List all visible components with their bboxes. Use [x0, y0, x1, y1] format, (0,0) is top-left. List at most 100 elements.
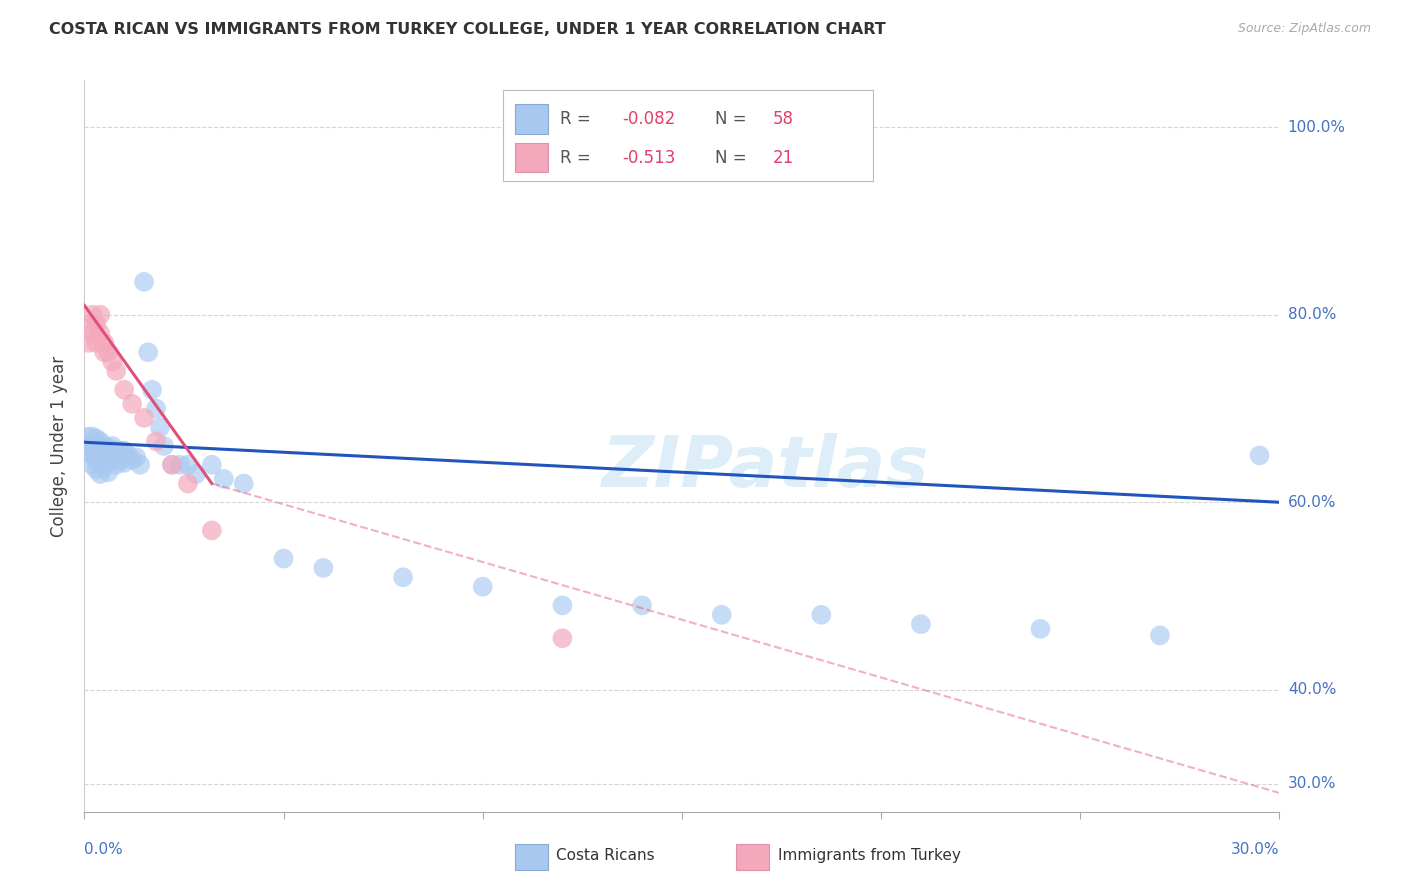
Point — [105, 458, 128, 472]
Point — [97, 465, 120, 479]
Point — [392, 570, 415, 584]
FancyBboxPatch shape — [515, 144, 548, 172]
Point — [105, 443, 128, 458]
Point — [1149, 628, 1171, 642]
Text: Costa Ricans: Costa Ricans — [557, 848, 655, 863]
Text: 0.0%: 0.0% — [84, 842, 124, 857]
Point — [86, 317, 108, 331]
Point — [132, 275, 156, 289]
Point — [551, 599, 574, 613]
Point — [86, 335, 108, 350]
Point — [312, 561, 335, 575]
Point — [201, 458, 224, 472]
Point — [132, 410, 156, 425]
Point — [1029, 622, 1052, 636]
Text: 21: 21 — [773, 149, 794, 167]
Text: 40.0%: 40.0% — [1288, 682, 1336, 698]
Point — [169, 458, 191, 472]
Point — [101, 450, 124, 465]
Point — [125, 450, 148, 465]
Point — [77, 443, 100, 458]
Point — [86, 432, 108, 446]
Y-axis label: College, Under 1 year: College, Under 1 year — [51, 355, 69, 537]
Point — [101, 439, 124, 453]
Point — [93, 345, 115, 359]
Text: 30.0%: 30.0% — [1232, 842, 1279, 857]
Point — [97, 345, 120, 359]
Point — [86, 462, 108, 476]
Point — [93, 459, 115, 474]
Point — [89, 326, 111, 341]
Text: -0.082: -0.082 — [621, 110, 675, 128]
Point — [212, 472, 235, 486]
Point — [77, 439, 100, 453]
Point — [86, 443, 108, 458]
FancyBboxPatch shape — [503, 90, 873, 181]
Text: 80.0%: 80.0% — [1288, 307, 1336, 322]
Point — [1249, 449, 1271, 463]
Point — [177, 476, 200, 491]
Point — [110, 453, 132, 467]
Point — [110, 443, 132, 458]
Point — [82, 326, 104, 341]
Point — [89, 434, 111, 449]
Text: -0.513: -0.513 — [621, 149, 675, 167]
Point — [105, 364, 128, 378]
FancyBboxPatch shape — [735, 844, 769, 871]
Text: Immigrants from Turkey: Immigrants from Turkey — [778, 848, 960, 863]
Point — [631, 599, 654, 613]
Point — [160, 458, 183, 472]
Point — [89, 453, 111, 467]
Point — [89, 441, 111, 455]
Point — [810, 607, 832, 622]
Point — [121, 453, 143, 467]
Point — [145, 401, 167, 416]
Point — [129, 458, 152, 472]
Text: COSTA RICAN VS IMMIGRANTS FROM TURKEY COLLEGE, UNDER 1 YEAR CORRELATION CHART: COSTA RICAN VS IMMIGRANTS FROM TURKEY CO… — [49, 22, 886, 37]
Point — [97, 453, 120, 467]
Point — [121, 397, 143, 411]
Point — [112, 456, 135, 470]
Point — [910, 617, 932, 632]
Point — [153, 439, 176, 453]
Point — [82, 449, 104, 463]
Point — [97, 441, 120, 455]
Text: N =: N = — [716, 149, 752, 167]
Point — [101, 354, 124, 368]
Point — [710, 607, 733, 622]
Point — [112, 383, 135, 397]
Text: N =: N = — [716, 110, 752, 128]
Text: 58: 58 — [773, 110, 794, 128]
Point — [471, 580, 494, 594]
Point — [93, 335, 115, 350]
Point — [93, 439, 115, 453]
Text: R =: R = — [560, 149, 596, 167]
Point — [136, 345, 159, 359]
Point — [141, 383, 163, 397]
Point — [89, 467, 111, 482]
Point — [86, 453, 108, 467]
Text: 60.0%: 60.0% — [1288, 495, 1336, 509]
Point — [82, 439, 104, 453]
Text: Source: ZipAtlas.com: Source: ZipAtlas.com — [1237, 22, 1371, 36]
Text: R =: R = — [560, 110, 596, 128]
Point — [177, 458, 200, 472]
FancyBboxPatch shape — [515, 104, 548, 134]
Point — [89, 308, 111, 322]
Point — [184, 467, 207, 482]
Point — [117, 449, 139, 463]
Point — [232, 476, 254, 491]
Point — [77, 335, 100, 350]
Point — [149, 420, 172, 434]
Point — [82, 458, 104, 472]
Point — [160, 458, 183, 472]
Text: 100.0%: 100.0% — [1288, 120, 1346, 135]
Text: ZIPatlas: ZIPatlas — [602, 434, 929, 502]
Point — [77, 429, 100, 443]
Point — [82, 308, 104, 322]
Point — [145, 434, 167, 449]
Point — [273, 551, 295, 566]
Point — [77, 317, 100, 331]
Point — [93, 450, 115, 465]
Point — [82, 429, 104, 443]
